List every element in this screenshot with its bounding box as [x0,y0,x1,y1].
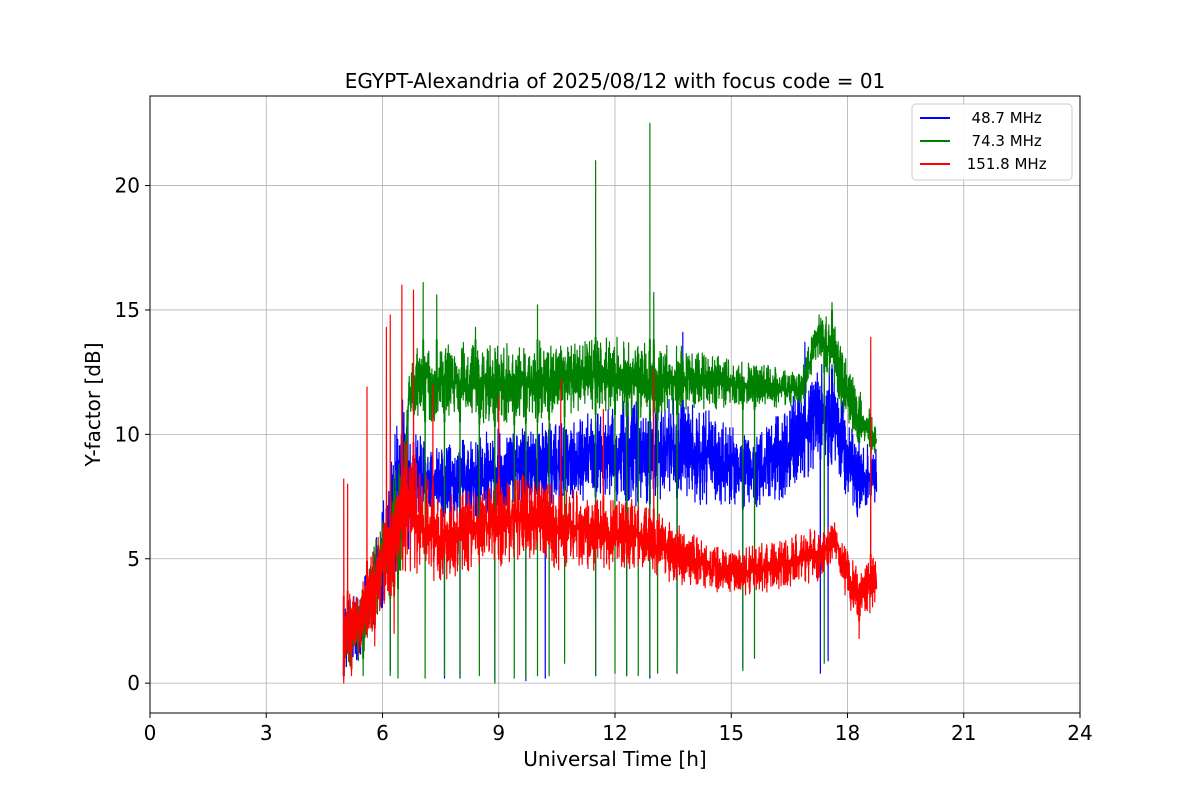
legend: 48.7 MHz 74.3 MHz 151.8 MHz [911,103,1073,181]
y-tick-label: 20 [115,174,140,198]
y-tick-label: 0 [127,671,140,695]
x-tick-label: 12 [602,721,627,745]
series-line-74-3-mhz [342,122,878,684]
y-tick-label: 10 [115,422,140,446]
x-tick-label: 9 [492,721,505,745]
legend-label-151-8: 151.8 MHz [962,155,1047,173]
y-tick-label: 5 [127,547,140,571]
x-tick-label: 21 [951,721,976,745]
legend-box [911,103,1073,181]
chart-title: EGYPT-Alexandria of 2025/08/12 with focu… [345,69,886,93]
legend-label-48-7: 48.7 MHz [962,109,1042,127]
x-axis-ticks: 0 3 6 9 12 15 18 21 24 [144,713,1093,745]
series-layer [342,122,878,684]
y-axis-label: Y-factor [dB] [81,342,105,467]
x-tick-label: 18 [835,721,860,745]
y-tick-label: 15 [115,298,140,322]
x-tick-label: 0 [144,721,157,745]
y-axis-ticks: 0 5 10 15 20 [115,174,150,695]
x-tick-label: 24 [1067,721,1092,745]
x-axis-label: Universal Time [h] [523,747,706,771]
legend-label-74-3: 74.3 MHz [962,132,1042,150]
x-tick-label: 6 [376,721,389,745]
series-line-151-8-mhz [342,284,878,684]
x-tick-label: 3 [260,721,273,745]
x-tick-label: 15 [719,721,744,745]
